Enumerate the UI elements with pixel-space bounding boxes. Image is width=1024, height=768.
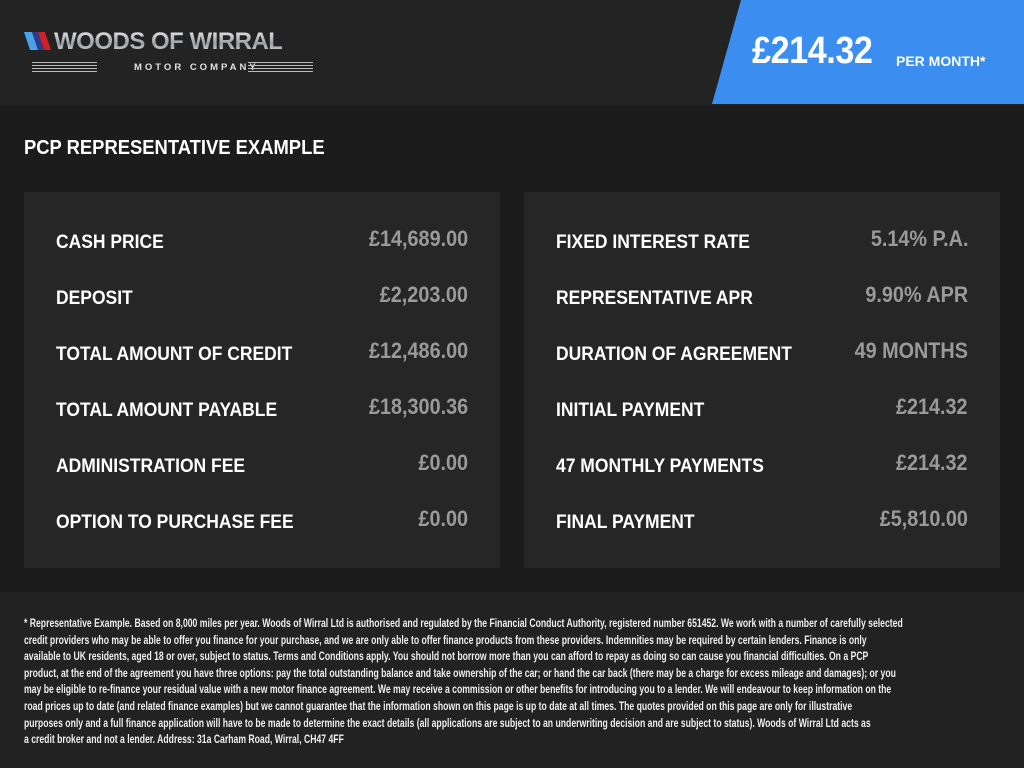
section-title: PCP REPRESENTATIVE EXAMPLE	[24, 137, 325, 159]
finance-value: 9.90% APR	[865, 282, 968, 307]
disclaimer-line: * Representative Example. Based on 8,000…	[24, 616, 903, 630]
disclaimer-line: product, at the end of the agreement you…	[24, 665, 896, 680]
finance-value: 5.14% P.A.	[870, 226, 968, 251]
finance-value: £12,486.00	[368, 338, 468, 363]
finance-value: £2,203.00	[379, 282, 468, 307]
finance-value: £214.32	[896, 450, 968, 475]
finance-value: £0.00	[418, 450, 468, 475]
finance-value: £18,300.36	[368, 394, 468, 419]
finance-row: OPTION TO PURCHASE FEE £0.00	[56, 492, 468, 548]
finance-row: CASH PRICE £14,689.00	[56, 212, 468, 268]
disclaimer-line: purposes only and a full finance applica…	[24, 715, 871, 730]
finance-label: FIXED INTEREST RATE	[556, 232, 750, 253]
price-suffix: PER MONTH*	[896, 53, 986, 69]
finance-label: INITIAL PAYMENT	[556, 400, 705, 421]
logo-tagline: MOTOR COMPANY	[134, 62, 259, 73]
finance-row: ADMINISTRATION FEE £0.00	[56, 436, 468, 492]
finance-label: TOTAL AMOUNT OF CREDIT	[56, 344, 293, 365]
header: WOODS OF WIRRAL MOTOR COMPANY £214.32 PE…	[0, 0, 1024, 105]
finance-label: REPRESENTATIVE APR	[556, 288, 753, 309]
finance-row: FINAL PAYMENT £5,810.00	[556, 492, 968, 548]
finance-label: FINAL PAYMENT	[556, 512, 695, 533]
company-logo: WOODS OF WIRRAL MOTOR COMPANY	[24, 28, 319, 78]
finance-row: 47 MONTHLY PAYMENTS £214.32	[556, 436, 968, 492]
finance-row: TOTAL AMOUNT OF CREDIT £12,486.00	[56, 324, 468, 380]
disclaimer-line: may be eligible to re-finance your resid…	[24, 682, 892, 697]
finance-row: REPRESENTATIVE APR 9.90% APR	[556, 268, 968, 324]
finance-value: £5,810.00	[879, 506, 968, 531]
logo-lines-right	[248, 62, 313, 72]
finance-value: £0.00	[418, 506, 468, 531]
disclaimer-line: road prices up to date (and related fina…	[24, 699, 853, 713]
finance-label: DEPOSIT	[56, 288, 133, 309]
finance-panel-left: CASH PRICE £14,689.00 DEPOSIT £2,203.00 TOTA…	[24, 192, 500, 568]
finance-row: TOTAL AMOUNT PAYABLE £18,300.36	[56, 380, 468, 436]
finance-row: FIXED INTEREST RATE 5.14% P.A.	[556, 212, 968, 268]
finance-row: DEPOSIT £2,203.00	[56, 268, 468, 324]
disclaimer-line: credit providers who may be able to offe…	[24, 632, 867, 647]
logo-wordmark: WOODS OF WIRRAL	[54, 28, 283, 55]
finance-panel-right: FIXED INTEREST RATE 5.14% P.A. REPRESENTAT…	[524, 192, 1000, 568]
logo-lines-left	[32, 62, 97, 72]
finance-row: DURATION OF AGREEMENT 49 MONTHS	[556, 324, 968, 380]
finance-value: £14,689.00	[368, 226, 468, 251]
monthly-price-banner: £214.32 PER MONTH*	[712, 0, 1024, 104]
logo-stripes-icon	[24, 32, 51, 50]
finance-label: ADMINISTRATION FEE	[56, 456, 246, 477]
finance-label: 47 MONTHLY PAYMENTS	[556, 456, 764, 477]
finance-value: £214.32	[896, 394, 968, 419]
disclaimer-line: available to UK residents, aged 18 or ov…	[24, 649, 869, 664]
finance-value: 49 MONTHS	[854, 338, 968, 363]
monthly-price: £214.32	[752, 30, 873, 72]
finance-label: CASH PRICE	[56, 232, 164, 253]
finance-label: TOTAL AMOUNT PAYABLE	[56, 400, 278, 421]
finance-label: DURATION OF AGREEMENT	[556, 344, 792, 365]
disclaimer-footer: * Representative Example. Based on 8,000…	[0, 592, 1024, 768]
finance-label: OPTION TO PURCHASE FEE	[56, 512, 294, 533]
disclaimer-line: a credit broker and not a lender. Addres…	[24, 732, 344, 747]
finance-row: INITIAL PAYMENT £214.32	[556, 380, 968, 436]
